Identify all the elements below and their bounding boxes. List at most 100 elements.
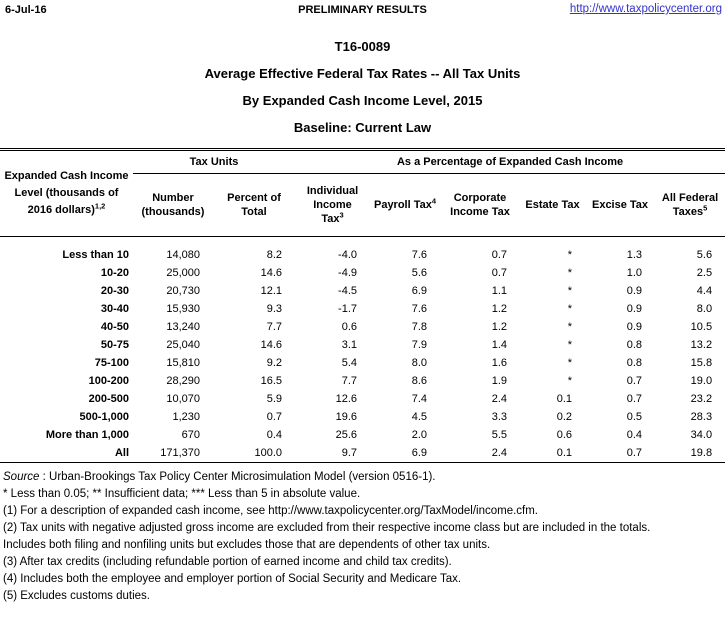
cell-value: 0.1 bbox=[556, 393, 573, 405]
tax-rates-table: Expanded Cash Income Level (thousands of… bbox=[0, 148, 725, 463]
row-label: 10-20 bbox=[100, 267, 129, 279]
cell-value: 1,230 bbox=[172, 411, 200, 423]
cell-value: 14.6 bbox=[260, 267, 283, 279]
footnote-line: Includes both filing and nonfiling units… bbox=[3, 539, 491, 551]
cell-value: 7.6 bbox=[411, 249, 428, 261]
col-header-individual-income-tax: Individual Income Tax3 bbox=[295, 173, 371, 237]
cell-value: 0.6 bbox=[341, 321, 358, 333]
cell-value: 5.4 bbox=[341, 357, 358, 369]
cell-value: 171,370 bbox=[160, 447, 200, 459]
cell-value: 0.7 bbox=[626, 393, 643, 405]
cell-value: 0.9 bbox=[626, 321, 643, 333]
footnote-marker: 3 bbox=[339, 210, 344, 220]
cell-value: 1.0 bbox=[626, 267, 643, 279]
cell-value: 100.0 bbox=[254, 447, 283, 459]
table-row: All 171,370 100.0 9.7 6.9 2.4 0.1 0.7 19.8 bbox=[0, 444, 725, 463]
source-label: Source bbox=[3, 471, 40, 483]
preliminary-results-label: PRELIMINARY RESULTS bbox=[298, 4, 427, 16]
cell-value: 0.6 bbox=[556, 429, 573, 441]
row-label: All bbox=[114, 447, 129, 459]
cell-value: * bbox=[567, 375, 573, 387]
table-row: 100-200 28,290 16.5 7.7 8.6 1.9 * 0.7 19.0 bbox=[0, 372, 725, 390]
table-row: 30-40 15,930 9.3 -1.7 7.6 1.2 * 0.9 8.0 bbox=[0, 300, 725, 318]
cell-value: 12.6 bbox=[335, 393, 358, 405]
cell-value: 15.8 bbox=[690, 357, 713, 369]
cell-value: 0.8 bbox=[626, 339, 643, 351]
cell-value: 4.5 bbox=[411, 411, 428, 423]
report-date: 6-Jul-16 bbox=[5, 4, 47, 16]
cell-value: * bbox=[567, 321, 573, 333]
cell-value: * bbox=[567, 339, 573, 351]
cell-value: 6.9 bbox=[411, 447, 428, 459]
cell-value: 8.6 bbox=[411, 375, 428, 387]
cell-value: 8.0 bbox=[411, 357, 428, 369]
source-note: Source : Urban-Brookings Tax Policy Cent… bbox=[3, 469, 725, 486]
table-row: 50-75 25,040 14.6 3.1 7.9 1.4 * 0.8 13.2 bbox=[0, 336, 725, 354]
cell-value: 0.7 bbox=[491, 267, 508, 279]
footnote-line: (5) Excludes customs duties. bbox=[3, 590, 151, 602]
cell-value: 4.4 bbox=[696, 285, 713, 297]
row-label: 500-1,000 bbox=[79, 411, 129, 423]
footnote-line: (4) Includes both the employee and emplo… bbox=[3, 573, 462, 585]
table-row: 10-20 25,000 14.6 -4.9 5.6 0.7 * 1.0 2.5 bbox=[0, 264, 725, 282]
cell-value: 10.5 bbox=[690, 321, 713, 333]
cell-value: 5.9 bbox=[266, 393, 283, 405]
row-label: More than 1,000 bbox=[45, 429, 129, 441]
cell-value: * bbox=[567, 303, 573, 315]
cell-value: 20,730 bbox=[166, 285, 200, 297]
cell-value: 9.3 bbox=[266, 303, 283, 315]
cell-value: 1.1 bbox=[491, 285, 508, 297]
cell-value: 19.6 bbox=[335, 411, 358, 423]
table-row: 75-100 15,810 9.2 5.4 8.0 1.6 * 0.8 15.8 bbox=[0, 354, 725, 372]
cell-value: 8.0 bbox=[696, 303, 713, 315]
cell-value: * bbox=[567, 285, 573, 297]
income-level-header-line2: Level (thousands of bbox=[14, 187, 119, 199]
footnote-marker: 4 bbox=[431, 196, 437, 206]
income-level-header-line3: 2016 dollars) bbox=[27, 204, 95, 216]
cell-value: 0.7 bbox=[626, 447, 643, 459]
cell-value: 7.6 bbox=[411, 303, 428, 315]
table-row: 20-30 20,730 12.1 -4.5 6.9 1.1 * 0.9 4.4 bbox=[0, 282, 725, 300]
cell-value: 15,810 bbox=[166, 357, 200, 369]
cell-value: 6.9 bbox=[411, 285, 428, 297]
cell-value: 13,240 bbox=[166, 321, 200, 333]
cell-value: 0.7 bbox=[491, 249, 508, 261]
row-label: 30-40 bbox=[100, 303, 129, 315]
cell-value: -4.0 bbox=[338, 249, 358, 261]
cell-value: -4.5 bbox=[338, 285, 358, 297]
footnote-marker: 5 bbox=[703, 203, 708, 213]
cell-value: * bbox=[567, 357, 573, 369]
cell-value: -4.9 bbox=[338, 267, 358, 279]
cell-value: 5.6 bbox=[696, 249, 713, 261]
cell-value: 5.5 bbox=[491, 429, 508, 441]
row-label: 40-50 bbox=[100, 321, 129, 333]
cell-value: 14.6 bbox=[260, 339, 283, 351]
footnote-line: (1) For a description of expanded cash i… bbox=[3, 505, 539, 517]
title-block: T16-0089 Average Effective Federal Tax R… bbox=[0, 40, 725, 134]
cell-value: 1.9 bbox=[491, 375, 508, 387]
source-text: : Urban-Brookings Tax Policy Center Micr… bbox=[39, 471, 436, 483]
taxpolicycenter-link[interactable]: http://www.taxpolicycenter.org bbox=[569, 3, 722, 15]
cell-value: 2.4 bbox=[491, 393, 508, 405]
cell-value: 7.8 bbox=[411, 321, 428, 333]
cell-value: 1.4 bbox=[491, 339, 508, 351]
title-sub: By Expanded Cash Income Level, 2015 bbox=[242, 93, 483, 108]
cell-value: 1.2 bbox=[491, 321, 508, 333]
table-row: 200-500 10,070 5.9 12.6 7.4 2.4 0.1 0.7 23.2 bbox=[0, 390, 725, 408]
cell-value: * bbox=[567, 267, 573, 279]
cell-value: -1.7 bbox=[338, 303, 358, 315]
cell-value: 0.4 bbox=[266, 429, 283, 441]
title-baseline: Baseline: Current Law bbox=[293, 120, 432, 135]
cell-value: 25.6 bbox=[335, 429, 358, 441]
cell-value: 0.9 bbox=[626, 285, 643, 297]
table-row: Less than 10 14,080 8.2 -4.0 7.6 0.7 * 1.3 5.6 bbox=[0, 237, 725, 265]
row-label: 75-100 bbox=[94, 357, 129, 369]
table-number: T16-0089 bbox=[334, 39, 391, 54]
cell-value: 0.7 bbox=[266, 411, 283, 423]
cell-value: 15,930 bbox=[166, 303, 200, 315]
col-header-income-level: Expanded Cash Income Level (thousands of… bbox=[0, 149, 133, 237]
col-header-percent-of-total: Percent of Total bbox=[213, 173, 296, 237]
cell-value: 14,080 bbox=[166, 249, 200, 261]
col-header-corporate-income-tax: Corporate Income Tax bbox=[440, 173, 521, 237]
col-header-excise-tax: Excise Tax bbox=[585, 173, 656, 237]
